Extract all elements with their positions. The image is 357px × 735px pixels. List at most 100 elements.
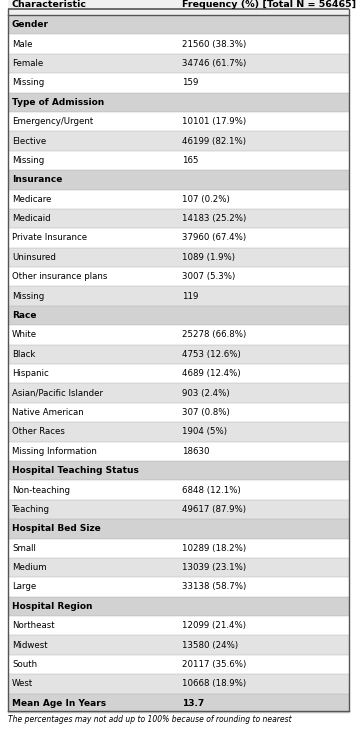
Bar: [8, 345, 349, 364]
Bar: [8, 209, 349, 229]
Text: 3007 (5.3%): 3007 (5.3%): [182, 272, 236, 282]
Bar: [8, 35, 349, 54]
Bar: [8, 190, 349, 209]
Text: Missing: Missing: [12, 156, 44, 165]
Text: Hospital Region: Hospital Region: [12, 602, 92, 611]
Text: 10668 (18.9%): 10668 (18.9%): [182, 679, 247, 689]
Text: 6848 (12.1%): 6848 (12.1%): [182, 486, 241, 495]
Text: Type of Admission: Type of Admission: [12, 98, 104, 107]
Bar: [8, 248, 349, 267]
Bar: [8, 170, 349, 190]
Bar: [8, 132, 349, 151]
Text: Elective: Elective: [12, 137, 46, 146]
Bar: [8, 74, 349, 93]
Text: Black: Black: [12, 350, 35, 359]
Bar: [8, 539, 349, 558]
Bar: [8, 267, 349, 287]
Bar: [8, 403, 349, 422]
Bar: [8, 558, 349, 577]
Bar: [8, 616, 349, 636]
Bar: [8, 655, 349, 674]
Text: Hospital Teaching Status: Hospital Teaching Status: [12, 466, 139, 475]
Bar: [8, 151, 349, 170]
Text: 159: 159: [182, 79, 199, 87]
Text: 4753 (12.6%): 4753 (12.6%): [182, 350, 241, 359]
Text: Emergency/Urgent: Emergency/Urgent: [12, 117, 93, 126]
Text: Male: Male: [12, 40, 32, 49]
Text: South: South: [12, 660, 37, 669]
Text: 37960 (67.4%): 37960 (67.4%): [182, 234, 247, 243]
Text: Missing Information: Missing Information: [12, 447, 97, 456]
Text: Non-teaching: Non-teaching: [12, 486, 70, 495]
Text: Uninsured: Uninsured: [12, 253, 56, 262]
Text: Gender: Gender: [12, 20, 49, 29]
Text: 33138 (58.7%): 33138 (58.7%): [182, 582, 247, 592]
Bar: [8, 306, 349, 325]
Text: 46199 (82.1%): 46199 (82.1%): [182, 137, 246, 146]
Bar: [8, 364, 349, 384]
Text: 307 (0.8%): 307 (0.8%): [182, 408, 230, 417]
Bar: [8, 325, 349, 345]
Bar: [8, 422, 349, 442]
Text: 18630: 18630: [182, 447, 210, 456]
Text: 20117 (35.6%): 20117 (35.6%): [182, 660, 247, 669]
Bar: [8, 442, 349, 461]
Text: Mean Age In Years: Mean Age In Years: [12, 699, 106, 708]
Bar: [8, 112, 349, 132]
Text: Hospital Bed Size: Hospital Bed Size: [12, 524, 101, 534]
Text: 14183 (25.2%): 14183 (25.2%): [182, 214, 247, 223]
Text: 10101 (17.9%): 10101 (17.9%): [182, 117, 247, 126]
Bar: [8, 287, 349, 306]
Text: 34746 (61.7%): 34746 (61.7%): [182, 59, 247, 68]
Text: Other insurance plans: Other insurance plans: [12, 272, 107, 282]
Text: White: White: [12, 331, 37, 340]
Text: 21560 (38.3%): 21560 (38.3%): [182, 40, 247, 49]
Bar: [8, 577, 349, 597]
Text: Hispanic: Hispanic: [12, 369, 49, 379]
Text: Race: Race: [12, 311, 36, 320]
Bar: [8, 519, 349, 539]
Text: Missing: Missing: [12, 292, 44, 301]
Text: 4689 (12.4%): 4689 (12.4%): [182, 369, 241, 379]
Text: 119: 119: [182, 292, 199, 301]
Text: 165: 165: [182, 156, 199, 165]
Text: Characteristic: Characteristic: [12, 0, 87, 9]
Text: Frequency (%) [Total N = 56465]: Frequency (%) [Total N = 56465]: [182, 0, 357, 9]
Text: Other Races: Other Races: [12, 427, 65, 437]
Bar: [8, 93, 349, 112]
Text: West: West: [12, 679, 33, 689]
Text: Medicare: Medicare: [12, 195, 51, 204]
Text: 13039 (23.1%): 13039 (23.1%): [182, 563, 247, 572]
Bar: [8, 384, 349, 403]
Text: Female: Female: [12, 59, 43, 68]
Bar: [8, 15, 349, 35]
Text: 1904 (5%): 1904 (5%): [182, 427, 227, 437]
Text: 13.7: 13.7: [182, 699, 205, 708]
Text: Medium: Medium: [12, 563, 47, 572]
Text: 49617 (87.9%): 49617 (87.9%): [182, 505, 246, 514]
Bar: [8, 229, 349, 248]
Text: 13580 (24%): 13580 (24%): [182, 641, 238, 650]
Bar: [8, 481, 349, 500]
Text: Asian/Pacific Islander: Asian/Pacific Islander: [12, 389, 103, 398]
Text: Native American: Native American: [12, 408, 84, 417]
Bar: [8, 694, 349, 713]
Text: 107 (0.2%): 107 (0.2%): [182, 195, 230, 204]
Text: 903 (2.4%): 903 (2.4%): [182, 389, 230, 398]
Text: Midwest: Midwest: [12, 641, 47, 650]
Text: Insurance: Insurance: [12, 176, 62, 184]
Text: Private Insurance: Private Insurance: [12, 234, 87, 243]
Text: Large: Large: [12, 582, 36, 592]
Bar: [8, 500, 349, 519]
Bar: [8, 0, 349, 15]
Bar: [8, 674, 349, 694]
Bar: [8, 597, 349, 616]
Text: 1089 (1.9%): 1089 (1.9%): [182, 253, 236, 262]
Text: 10289 (18.2%): 10289 (18.2%): [182, 544, 247, 553]
Bar: [8, 461, 349, 481]
Text: 12099 (21.4%): 12099 (21.4%): [182, 621, 246, 630]
Text: Northeast: Northeast: [12, 621, 55, 630]
Text: Medicaid: Medicaid: [12, 214, 51, 223]
Bar: [8, 636, 349, 655]
Text: The percentages may not add up to 100% because of rounding to nearest: The percentages may not add up to 100% b…: [8, 715, 292, 724]
